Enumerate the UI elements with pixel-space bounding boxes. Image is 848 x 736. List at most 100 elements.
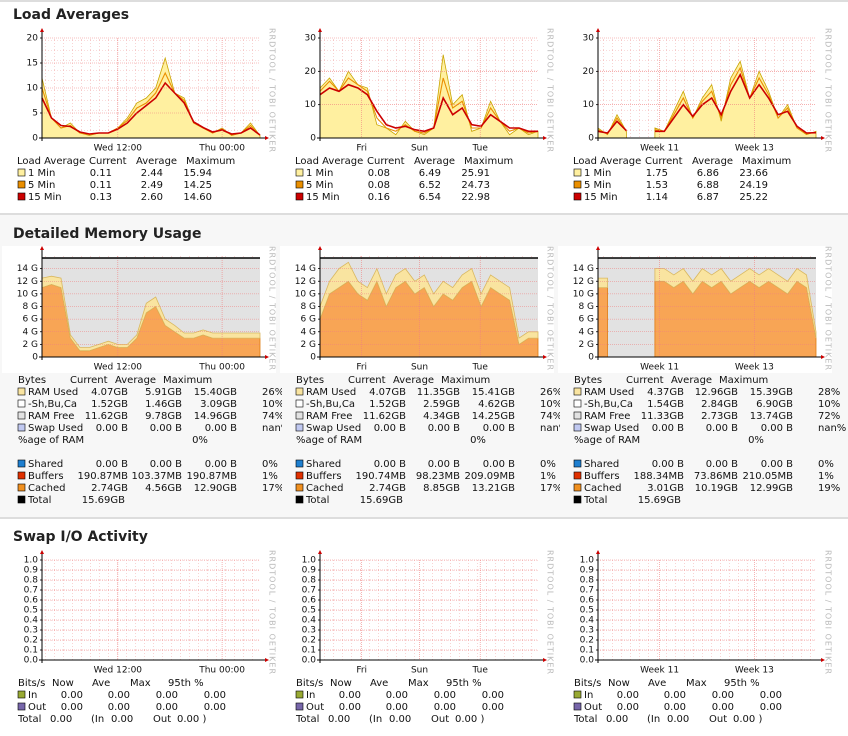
- legend-swatch: [17, 459, 26, 468]
- legend-header: Maximum: [163, 375, 212, 386]
- graph-panel: 0 2 G 4 G 6 G 8 G 10 G 12 G 14 G Week 11 Week 13 R…: [558, 246, 846, 506]
- legend-header: Ave: [648, 678, 666, 689]
- legend-cell: 0.00: [111, 714, 133, 725]
- legend-swatch: [295, 180, 304, 189]
- y-tick-label: 0.0: [580, 656, 595, 666]
- legend-cell: 74%: [540, 411, 562, 422]
- legend-cell: Total: [305, 495, 329, 506]
- legend-cell: 2.74GB: [369, 483, 406, 494]
- legend-cell: 1.46GB: [145, 399, 182, 410]
- legend-swatch: [573, 459, 582, 468]
- legend-cell: 1.52GB: [91, 399, 128, 410]
- legend-cell: 8.85GB: [423, 483, 460, 494]
- legend-cell: 17%: [262, 483, 284, 494]
- x-tick-label: Fri: [356, 144, 367, 154]
- legend-header: Bits/s: [574, 678, 601, 689]
- legend-cell: 11.62GB: [363, 411, 406, 422]
- legend-cell: 14.60: [183, 192, 212, 203]
- legend-header: Load Average: [17, 156, 85, 167]
- y-tick-label: 20: [27, 34, 39, 44]
- legend-cell: 0.00 ): [177, 714, 206, 725]
- legend-cell: (In: [91, 714, 104, 725]
- legend-cell: 0.11: [90, 180, 112, 191]
- legend-cell: Total: [573, 714, 597, 725]
- x-tick-label: Thu 00:00: [198, 666, 245, 676]
- legend-swatch: [573, 399, 582, 408]
- legend-header: Average: [115, 375, 156, 386]
- watermark: RRDTOOL / TOBI OETIKER: [546, 246, 555, 371]
- legend-cell: 14.96GB: [194, 411, 237, 422]
- y-tick-label: 8 G: [22, 302, 38, 312]
- legend-cell: Shared: [306, 459, 341, 470]
- legend-cell: 19%: [818, 483, 840, 494]
- legend-cell: 0.00: [386, 690, 408, 701]
- y-tick-label: 14 G: [573, 264, 594, 274]
- y-tick-label: 2 G: [578, 340, 594, 350]
- axis-arrow: [543, 658, 547, 662]
- legend-header: Current: [348, 375, 386, 386]
- legend-swatch: [17, 168, 26, 177]
- watermark: RRDTOOL / TOBI OETIKER: [824, 28, 833, 153]
- legend-cell: 6.49: [419, 168, 441, 179]
- legend-cell: 0%: [818, 459, 834, 470]
- y-tick-label: 0.0: [24, 656, 39, 666]
- legend-cell: 2.60: [141, 192, 163, 203]
- y-tick-label: 0.7: [24, 586, 38, 596]
- y-tick-label: 0.0: [302, 656, 317, 666]
- legend-cell: 2.44: [141, 168, 163, 179]
- legend-cell: nan%: [262, 423, 290, 434]
- legend-cell: In: [28, 690, 37, 701]
- legend-cell: Total: [27, 495, 51, 506]
- legend-cell: In: [584, 690, 593, 701]
- legend-cell: 4.56GB: [145, 483, 182, 494]
- legend-cell: 0.00 B: [761, 423, 793, 434]
- legend-cell: 0.00: [339, 690, 361, 701]
- legend-cell: 15 Min: [28, 192, 62, 203]
- y-tick-label: 0.4: [580, 616, 595, 626]
- x-tick-label: Tue: [471, 363, 488, 373]
- load-line: [654, 66, 817, 135]
- legend-swatch: [17, 192, 26, 201]
- y-tick-label: 0.5: [24, 606, 38, 616]
- legend-header: 95th %: [724, 678, 760, 689]
- y-tick-label: 0.6: [302, 596, 317, 606]
- legend-cell: 0.00: [108, 702, 130, 713]
- legend-swatch: [295, 702, 304, 711]
- divider: [0, 213, 848, 215]
- y-tick-label: 5: [32, 109, 38, 119]
- section-title: Swap I/O Activity: [13, 529, 148, 545]
- legend-cell: Buffers: [306, 471, 342, 482]
- legend-header: Max: [408, 678, 429, 689]
- legend-header: Bytes: [574, 375, 602, 386]
- legend-cell: RAM Used: [306, 387, 356, 398]
- legend-cell: 25.91: [461, 168, 490, 179]
- legend-cell: 5 Min: [306, 180, 333, 191]
- y-tick-label: 30: [583, 34, 595, 44]
- x-tick-label: Tue: [471, 144, 488, 154]
- legend-header: Average: [136, 156, 177, 167]
- legend-header: Current: [70, 375, 108, 386]
- graph-panel: 0.00.10.20.30.40.50.60.70.80.91.0 Week 11…: [558, 550, 833, 725]
- legend-cell: 0.00 B: [652, 423, 684, 434]
- legend-cell: 0.00: [760, 702, 782, 713]
- legend-cell: 11.62GB: [85, 411, 128, 422]
- y-tick-label: 0.7: [580, 586, 594, 596]
- legend-swatch: [295, 387, 304, 396]
- legend-swatch: [295, 411, 304, 420]
- legend-cell: Total: [583, 495, 607, 506]
- legend-cell: Buffers: [584, 471, 620, 482]
- legend-cell: 2.49: [141, 180, 163, 191]
- legend-cell: 3.01GB: [647, 483, 684, 494]
- y-tick-label: 0.2: [580, 636, 594, 646]
- y-tick-label: 10 G: [573, 289, 594, 299]
- y-tick-label: 0: [310, 134, 316, 144]
- y-tick-label: 0: [32, 353, 38, 363]
- legend-cell: 0.00: [339, 702, 361, 713]
- legend-cell: 0.00: [156, 702, 178, 713]
- legend-cell: %age of RAM: [296, 435, 362, 446]
- legend-cell: Shared: [28, 459, 63, 470]
- axis-arrow: [596, 28, 600, 32]
- section-title: Load Averages: [13, 7, 129, 23]
- axis-arrow: [40, 550, 44, 554]
- legend-swatch: [17, 423, 26, 432]
